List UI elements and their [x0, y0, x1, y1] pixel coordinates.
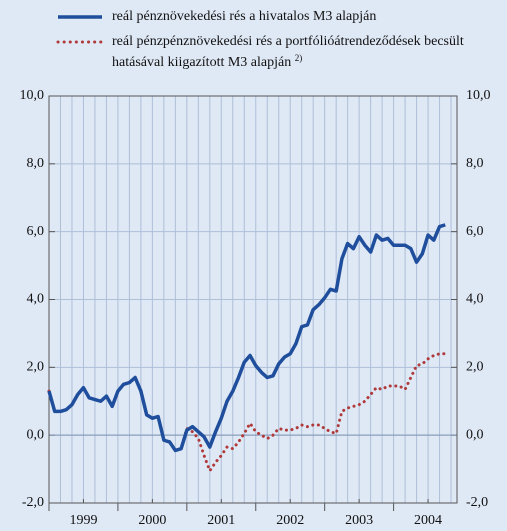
y2-tick-label: -2,0	[466, 495, 488, 510]
x-tick-label: 2000	[138, 513, 166, 528]
y-tick-label: 10,0	[20, 88, 45, 103]
y2-tick-label: 4,0	[466, 292, 484, 307]
plot-frame	[48, 95, 458, 504]
y2-tick-label: 2,0	[466, 360, 484, 375]
y-tick-label: 6,0	[27, 224, 45, 239]
x-tick-label: 1999	[69, 513, 97, 528]
y-tick-label: -2,0	[22, 495, 44, 510]
y2-tick-label: 8,0	[466, 156, 484, 171]
y2-tick-label: 10,0	[466, 88, 491, 103]
y-tick-label: 4,0	[27, 292, 45, 307]
legend-swatches	[56, 15, 104, 44]
legend-label: reál pénzpénznövekedési rés a portfólióá…	[112, 33, 482, 71]
footnote-mark: 2)	[294, 53, 303, 63]
series-line	[47, 223, 446, 453]
y-tick-label: 8,0	[27, 156, 45, 171]
y-tick-label: 2,0	[27, 360, 45, 375]
y-tick-label: 0,0	[27, 427, 45, 442]
x-tick-label: 2002	[276, 513, 304, 528]
x-tick-label: 2001	[207, 513, 235, 528]
y2-tick-label: 0,0	[466, 427, 484, 442]
legend-label-text: reál pénzpénznövekedési rés a portfólióá…	[112, 34, 464, 70]
y2-tick-label: 6,0	[466, 224, 484, 239]
x-tick-label: 2004	[414, 513, 442, 528]
series-line	[47, 352, 447, 473]
legend-label: reál pénznövekedési rés a hivatalos M3 a…	[112, 9, 377, 24]
x-tick-label: 2003	[345, 513, 373, 528]
legend: reál pénznövekedési rés a hivatalos M3 a…	[0, 0, 507, 80]
